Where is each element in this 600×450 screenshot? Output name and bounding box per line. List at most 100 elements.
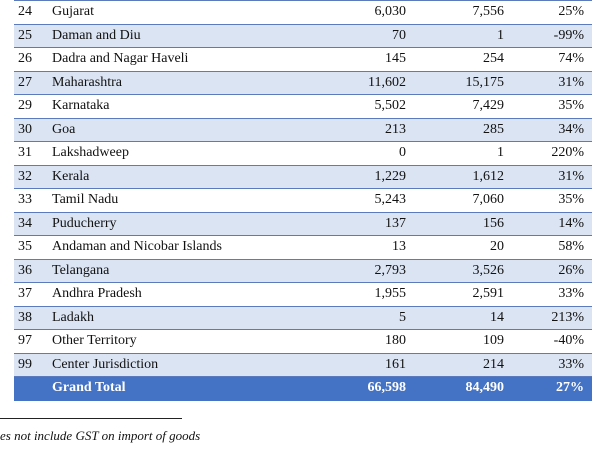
total-value-2020: 66,598 — [320, 376, 416, 401]
growth-cell: 31% — [514, 164, 592, 189]
footnote-text: es not include GST on import of goods — [0, 428, 201, 443]
table-row: 25 Daman and Diu 70 1 -99% — [14, 23, 592, 48]
value-2020-cell: 5,243 — [320, 188, 416, 213]
value-2021-cell: 2,591 — [416, 282, 514, 307]
state-name-cell: Tamil Nadu — [48, 188, 320, 213]
value-2020-cell: 145 — [320, 47, 416, 72]
state-name-cell: Andaman and Nicobar Islands — [48, 235, 320, 260]
growth-cell: 33% — [514, 282, 592, 307]
state-code-cell: 29 — [14, 94, 48, 119]
value-2021-cell: 20 — [416, 235, 514, 260]
value-2020-cell: 0 — [320, 141, 416, 166]
value-2021-cell: 3,526 — [416, 258, 514, 283]
table-row: 33 Tamil Nadu 5,243 7,060 35% — [14, 188, 592, 213]
value-2020-cell: 213 — [320, 117, 416, 142]
state-code-cell: 37 — [14, 282, 48, 307]
growth-cell: 58% — [514, 235, 592, 260]
grand-total-label: Grand Total — [48, 376, 320, 401]
state-code-cell: 34 — [14, 211, 48, 236]
growth-cell: -99% — [514, 23, 592, 48]
state-code-cell: 27 — [14, 70, 48, 95]
state-name-cell: Andhra Pradesh — [48, 282, 320, 307]
state-code-cell: 32 — [14, 164, 48, 189]
value-2020-cell: 13 — [320, 235, 416, 260]
table-row: 31 Lakshadweep 0 1 220% — [14, 141, 592, 166]
growth-cell: 31% — [514, 70, 592, 95]
state-code-cell: 35 — [14, 235, 48, 260]
state-code-cell: 25 — [14, 23, 48, 48]
value-2020-cell: 180 — [320, 329, 416, 354]
table-row: 97 Other Territory 180 109 -40% — [14, 329, 592, 354]
table-row: 99 Center Jurisdiction 161 214 33% — [14, 352, 592, 377]
value-2020-cell: 161 — [320, 352, 416, 377]
footnote-divider — [0, 418, 182, 419]
gst-collection-table: 24 Gujarat 6,030 7,556 25% 25 Daman and Diu 70 1… — [14, 0, 592, 401]
state-name-cell: Telangana — [48, 258, 320, 283]
table-row: 29 Karnataka 5,502 7,429 35% — [14, 94, 592, 119]
state-code-cell: 33 — [14, 188, 48, 213]
value-2021-cell: 1 — [416, 141, 514, 166]
table-row: 38 Ladakh 5 14 213% — [14, 305, 592, 330]
table-body: 24 Gujarat 6,030 7,556 25% 25 Daman and Diu 70 1… — [14, 0, 592, 401]
value-2020-cell: 1,955 — [320, 282, 416, 307]
value-2020-cell: 70 — [320, 23, 416, 48]
state-code-cell: 26 — [14, 47, 48, 72]
growth-cell: 35% — [514, 94, 592, 119]
growth-cell: -40% — [514, 329, 592, 354]
value-2020-cell: 1,229 — [320, 164, 416, 189]
value-2021-cell: 7,556 — [416, 0, 514, 25]
table-row: 30 Goa 213 285 34% — [14, 117, 592, 142]
state-name-cell: Daman and Diu — [48, 23, 320, 48]
table-row: 34 Puducherry 137 156 14% — [14, 211, 592, 236]
value-2021-cell: 15,175 — [416, 70, 514, 95]
value-2020-cell: 6,030 — [320, 0, 416, 25]
total-value-2021: 84,490 — [416, 376, 514, 401]
value-2021-cell: 1,612 — [416, 164, 514, 189]
state-code-cell: 30 — [14, 117, 48, 142]
growth-cell: 14% — [514, 211, 592, 236]
state-code-cell: 24 — [14, 0, 48, 25]
state-name-cell: Dadra and Nagar Haveli — [48, 47, 320, 72]
state-name-cell: Karnataka — [48, 94, 320, 119]
growth-cell: 74% — [514, 47, 592, 72]
value-2021-cell: 156 — [416, 211, 514, 236]
state-name-cell: Puducherry — [48, 211, 320, 236]
growth-cell: 26% — [514, 258, 592, 283]
state-name-cell: Goa — [48, 117, 320, 142]
value-2020-cell: 11,602 — [320, 70, 416, 95]
state-name-cell: Lakshadweep — [48, 141, 320, 166]
state-name-cell: Kerala — [48, 164, 320, 189]
state-name-cell: Center Jurisdiction — [48, 352, 320, 377]
table-row: 24 Gujarat 6,030 7,556 25% — [14, 0, 592, 25]
state-code-cell: 31 — [14, 141, 48, 166]
total-growth: 27% — [514, 376, 592, 401]
value-2020-cell: 2,793 — [320, 258, 416, 283]
state-name-cell: Ladakh — [48, 305, 320, 330]
growth-cell: 35% — [514, 188, 592, 213]
value-2021-cell: 7,429 — [416, 94, 514, 119]
grand-total-row: Grand Total 66,598 84,490 27% — [14, 376, 592, 401]
table-row: 36 Telangana 2,793 3,526 26% — [14, 258, 592, 283]
state-code-cell: 97 — [14, 329, 48, 354]
value-2021-cell: 254 — [416, 47, 514, 72]
growth-cell: 220% — [514, 141, 592, 166]
growth-cell: 33% — [514, 352, 592, 377]
table-row: 35 Andaman and Nicobar Islands 13 20 58% — [14, 235, 592, 260]
growth-cell: 213% — [514, 305, 592, 330]
value-2020-cell: 137 — [320, 211, 416, 236]
value-2020-cell: 5,502 — [320, 94, 416, 119]
state-name-cell: Maharashtra — [48, 70, 320, 95]
total-code-cell — [14, 376, 48, 401]
table-row: 37 Andhra Pradesh 1,955 2,591 33% — [14, 282, 592, 307]
growth-cell: 25% — [514, 0, 592, 25]
state-name-cell: Gujarat — [48, 0, 320, 25]
state-name-cell: Other Territory — [48, 329, 320, 354]
value-2021-cell: 285 — [416, 117, 514, 142]
value-2020-cell: 5 — [320, 305, 416, 330]
growth-cell: 34% — [514, 117, 592, 142]
table-row: 32 Kerala 1,229 1,612 31% — [14, 164, 592, 189]
state-code-cell: 36 — [14, 258, 48, 283]
state-code-cell: 38 — [14, 305, 48, 330]
value-2021-cell: 214 — [416, 352, 514, 377]
value-2021-cell: 14 — [416, 305, 514, 330]
